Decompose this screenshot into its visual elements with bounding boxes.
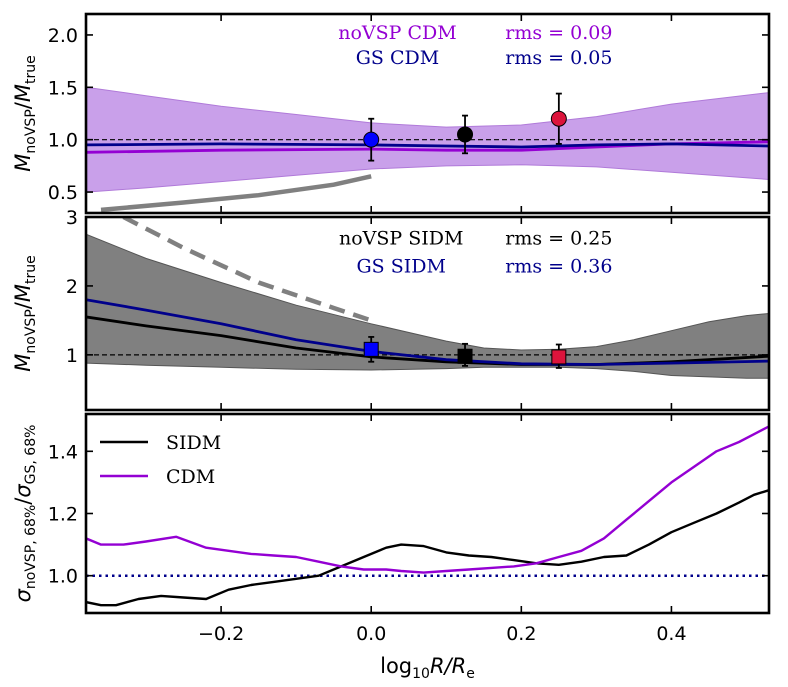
panel-top: noVSP CDM rms = 0.09 GS CDM rms = 0.05 bbox=[86, 22, 769, 213]
point-marker bbox=[457, 348, 473, 364]
point-marker bbox=[457, 126, 474, 143]
ylabel-part-0: M bbox=[11, 154, 35, 172]
ytick-label-top: 2.0 bbox=[48, 25, 78, 47]
annotation-2: GS SIDM bbox=[357, 255, 446, 277]
ylabel-part-3: M bbox=[11, 284, 35, 302]
xlabel-rest: R/R bbox=[430, 654, 466, 678]
xlabel-log: log bbox=[380, 654, 412, 678]
ylabel-part-2: / bbox=[11, 497, 35, 505]
axes-layer: 0.51.01.52.0MnoVSP/Mtrue123MnoVSP/Mtrue1… bbox=[11, 12, 771, 682]
point-marker bbox=[550, 110, 567, 127]
annotation-1: rms = 0.09 bbox=[505, 22, 612, 44]
panel-bottom: SIDM CDM bbox=[86, 425, 769, 607]
ylabel-part-4: true bbox=[23, 55, 39, 84]
ytick-label-top: 0.5 bbox=[48, 182, 78, 204]
annotation-2: GS CDM bbox=[356, 47, 439, 69]
legend: SIDM CDM bbox=[100, 432, 221, 488]
data-point-1 bbox=[457, 342, 473, 367]
series-line-gs-sidm bbox=[86, 298, 769, 366]
ytick-label-middle: 1 bbox=[66, 345, 78, 367]
ylabel-part-4: true bbox=[23, 255, 39, 284]
data-point-0 bbox=[363, 336, 379, 363]
point-marker bbox=[363, 131, 380, 148]
xlabel-sub: 10 bbox=[412, 666, 430, 682]
panel-top-frame bbox=[84, 12, 771, 215]
point-marker bbox=[363, 341, 379, 357]
annotation-0: noVSP SIDM bbox=[339, 228, 463, 250]
ylabel-part-3: M bbox=[11, 84, 35, 102]
xtick-label: 0.2 bbox=[506, 623, 536, 645]
ylabel-part-0: M bbox=[11, 354, 35, 372]
ylabel-part-3: σ bbox=[11, 484, 35, 498]
annotation-0: noVSP CDM bbox=[338, 22, 456, 44]
ytick-label-bottom: 1.4 bbox=[48, 441, 78, 463]
series-line-cdm bbox=[86, 425, 769, 574]
ylabel-part-4: GS, 68% bbox=[23, 425, 39, 485]
annotation-3: rms = 0.36 bbox=[505, 255, 612, 277]
data-point-0 bbox=[363, 117, 380, 162]
series-line-gs-cdm bbox=[86, 142, 769, 149]
ylabel-part-0: σ bbox=[11, 588, 35, 602]
x-axis-label: log10R/Re bbox=[380, 654, 475, 682]
data-point-2 bbox=[551, 343, 567, 369]
ylabel-bottom: σnoVSP, 68%/σGS, 68% bbox=[11, 425, 39, 603]
ytick-label-top: 1.0 bbox=[48, 130, 78, 152]
ytick-label-middle: 2 bbox=[66, 276, 78, 298]
panel-middle-frame bbox=[84, 215, 771, 412]
scatter-band bbox=[86, 86, 769, 193]
trend-curve bbox=[100, 174, 372, 213]
ytick-label-top: 1.5 bbox=[48, 77, 78, 99]
ylabel-top: MnoVSP/Mtrue bbox=[11, 55, 39, 171]
data-point-1 bbox=[457, 114, 474, 155]
series-line-sidm bbox=[86, 489, 769, 607]
legend-label-sidm: SIDM bbox=[166, 432, 221, 454]
point-marker bbox=[551, 349, 567, 365]
panel-bottom-plot-area bbox=[86, 425, 769, 607]
ytick-label-middle: 3 bbox=[66, 207, 78, 229]
ylabel-part-2: / bbox=[11, 301, 35, 309]
ylabel-part-1: noVSP bbox=[23, 109, 39, 153]
xlabel-sub-e: e bbox=[466, 666, 475, 682]
legend-label-cdm: CDM bbox=[166, 466, 215, 488]
trend-curve bbox=[122, 217, 372, 323]
xtick-label: 0.0 bbox=[356, 623, 386, 645]
panel-middle-plot-area bbox=[86, 217, 769, 379]
ylabel-part-1: noVSP bbox=[23, 309, 39, 353]
ytick-label-bottom: 1.0 bbox=[48, 566, 78, 588]
xtick-label: 0.4 bbox=[656, 623, 686, 645]
ylabel-part-1: noVSP, 68% bbox=[23, 505, 39, 589]
ytick-label-bottom: 1.2 bbox=[48, 504, 78, 526]
ylabel-middle: MnoVSP/Mtrue bbox=[11, 255, 39, 371]
xtick-label: −0.2 bbox=[198, 623, 244, 645]
data-point-2 bbox=[550, 92, 567, 145]
annotation-3: rms = 0.05 bbox=[505, 47, 612, 69]
panel-middle: noVSP SIDM rms = 0.25 GS SIDM rms = 0.36 bbox=[86, 217, 769, 379]
annotation-1: rms = 0.25 bbox=[505, 228, 612, 250]
ylabel-part-2: / bbox=[11, 101, 35, 109]
panel-top-plot-area bbox=[86, 86, 769, 213]
